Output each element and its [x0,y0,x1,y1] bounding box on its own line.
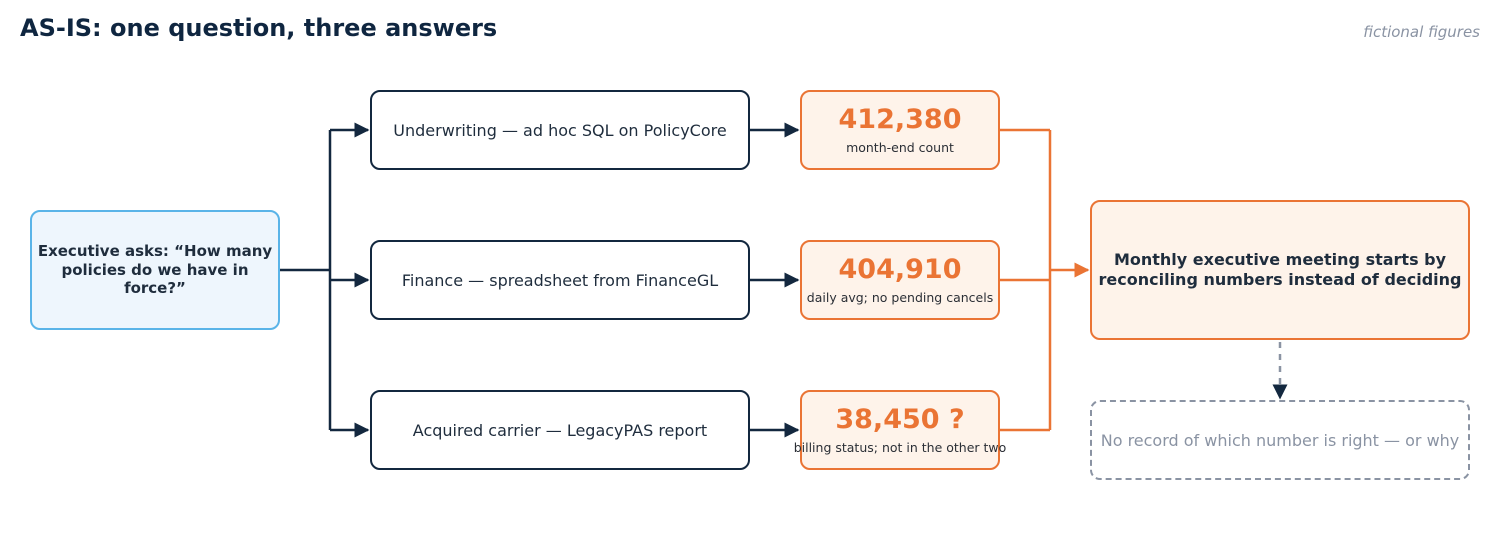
no-record-text: No record of which number is right — or … [1100,430,1460,450]
executive-meeting-box: Monthly executive meeting starts by reco… [1090,200,1470,340]
source-box-underwriting: Underwriting — ad hoc SQL on PolicyCore [370,90,750,170]
policy-count-detail: daily avg; no pending cancels [806,289,994,305]
policy-count-value: 38,450 ? [835,404,965,436]
number-box-acquired-carrier: 38,450 ? billing status; not in the othe… [794,390,1006,470]
diagram-title: AS-IS: one question, three answers [20,14,498,42]
policy-count-detail: billing status; not in the other two [793,439,1007,455]
source-label: Finance — spreadsheet from FinanceGL [401,270,719,290]
question-to-sources-connector [280,122,370,438]
source-box-finance: Finance — spreadsheet from FinanceGL [370,240,750,320]
executive-question-box: Executive asks: “How many policies do we… [30,210,280,330]
fictional-figures-note: fictional figures [1363,23,1480,41]
no-record-box: No record of which number is right — or … [1090,400,1470,480]
executive-question-text: Executive asks: “How many policies do we… [37,241,273,298]
policy-count-value: 404,910 [838,254,962,286]
policy-count-detail: month-end count [846,139,954,155]
number-box-finance: 404,910 daily avg; no pending cancels [800,240,1000,320]
source-box-acquired-carrier: Acquired carrier — LegacyPAS report [370,390,750,470]
source-to-number-arrows [750,122,800,438]
number-box-underwriting: 412,380 month-end count [800,90,1000,170]
policy-count-value: 412,380 [838,104,962,136]
source-label: Underwriting — ad hoc SQL on PolicyCore [393,120,727,140]
source-label: Acquired carrier — LegacyPAS report [412,420,708,440]
meeting-text: Monthly executive meeting starts by reco… [1098,250,1462,289]
numbers-to-meeting-connector [1000,128,1090,432]
